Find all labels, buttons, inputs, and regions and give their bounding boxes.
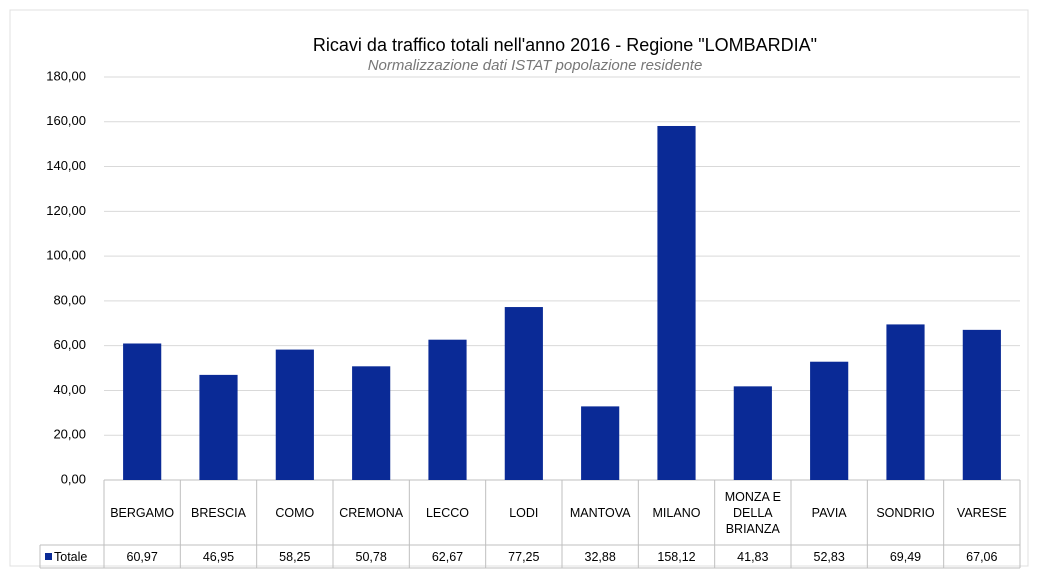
bar [352, 366, 391, 480]
bar [810, 361, 849, 480]
bar [504, 307, 543, 480]
value-label: 158,12 [657, 549, 696, 564]
x-tick-label: COMO [275, 505, 315, 520]
value-label: 46,95 [202, 549, 235, 564]
y-tick-label: 0,00 [61, 471, 86, 486]
bar [428, 339, 467, 480]
x-tick-label: LODI [509, 505, 539, 520]
x-tick-label: BERGAMO [110, 505, 175, 520]
bar [123, 343, 162, 480]
bar [733, 386, 772, 480]
value-label: 67,06 [966, 549, 998, 564]
value-label: 32,88 [584, 549, 616, 564]
value-label: 52,83 [813, 549, 845, 564]
y-tick-label: 40,00 [53, 382, 86, 397]
x-tick-label: CREMONA [339, 505, 404, 520]
y-tick-label: 120,00 [46, 203, 86, 218]
value-label: 69,49 [889, 549, 922, 564]
bar [962, 329, 1001, 480]
bar [581, 406, 620, 480]
x-tick-label: BRESCIA [191, 505, 246, 520]
value-label: 50,78 [355, 549, 387, 564]
chart-border [9, 9, 1029, 567]
x-tick-label: MONZA E DELLA BRIANZA [724, 489, 781, 536]
x-tick-label: PAVIA [811, 505, 847, 520]
legend-key [45, 553, 52, 560]
value-label: 58,25 [279, 549, 311, 564]
chart-title: Ricavi da traffico totali nell'anno 2016… [313, 35, 817, 55]
bar [657, 125, 696, 481]
y-tick-label: 20,00 [53, 427, 86, 442]
y-tick-label: 140,00 [46, 158, 86, 173]
x-tick-label: SONDRIO [876, 505, 935, 520]
bar [199, 374, 238, 480]
x-tick-label: MILANO [652, 505, 701, 520]
value-label: 41,83 [737, 549, 769, 564]
x-tick-label: VARESE [956, 505, 1007, 520]
y-tick-label: 80,00 [53, 292, 86, 307]
y-tick-label: 100,00 [46, 248, 86, 263]
bar [275, 349, 314, 480]
y-tick-label: 180,00 [46, 68, 86, 83]
y-tick-label: 60,00 [53, 337, 86, 352]
chart-subtitle: Normalizzazione dati ISTAT popolazione r… [368, 57, 703, 74]
bar [886, 324, 925, 480]
value-label: 62,67 [431, 549, 464, 564]
value-label: 77,25 [508, 549, 540, 564]
legend-label: Totale [54, 549, 88, 564]
y-tick-label: 160,00 [46, 113, 86, 128]
x-tick-label: MANTOVA [569, 505, 631, 520]
x-tick-label: LECCO [425, 505, 470, 520]
value-label: 60,97 [126, 549, 158, 564]
